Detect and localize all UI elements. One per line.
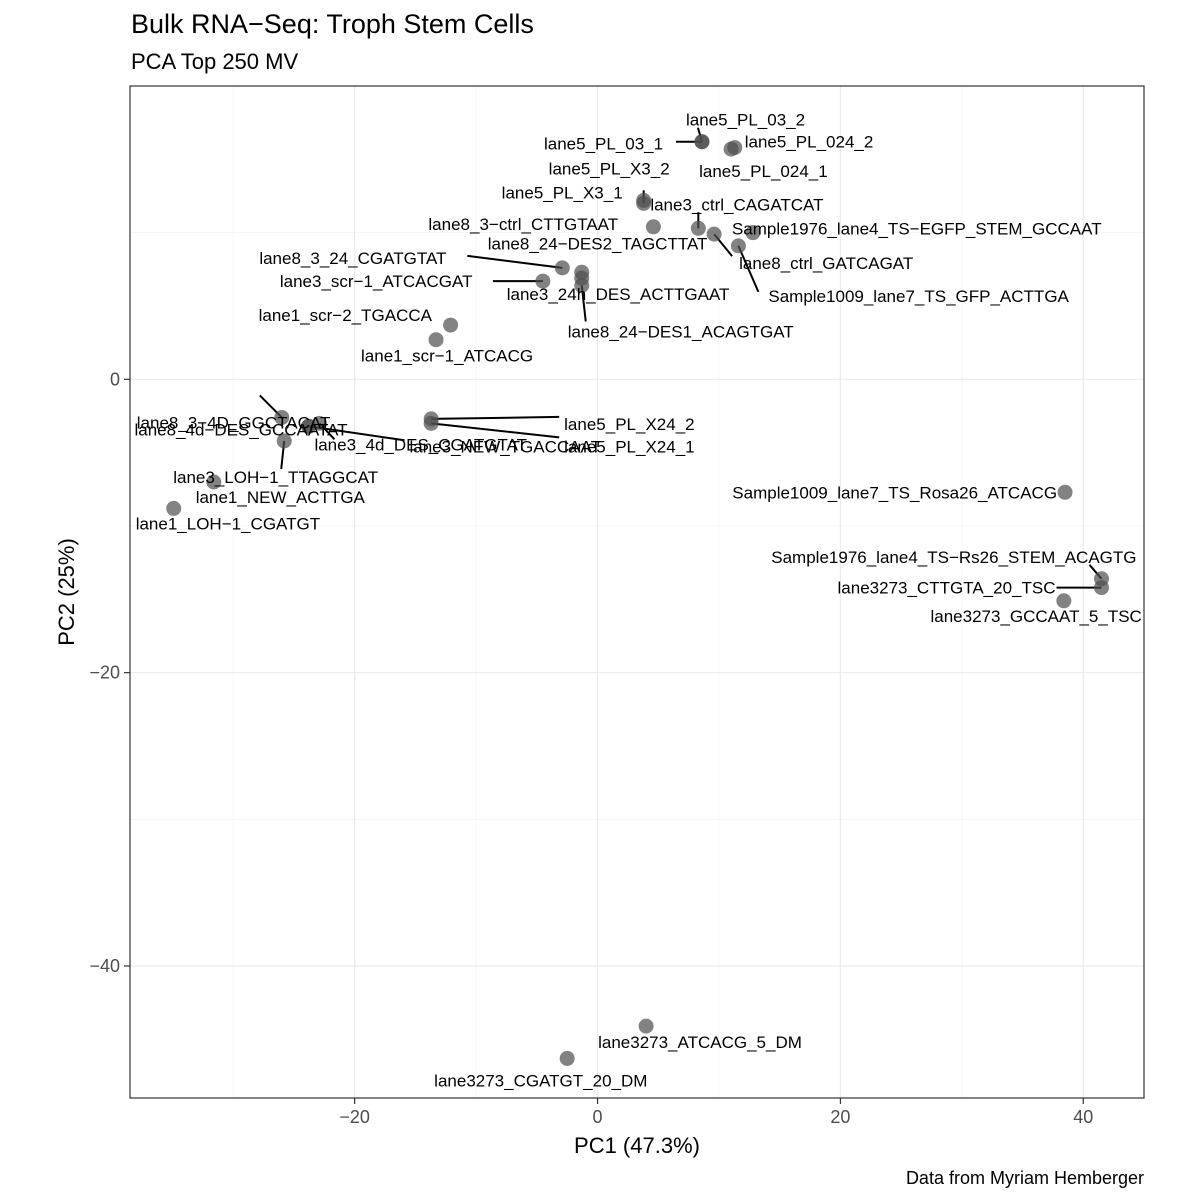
point-label: lane5_PL_03_1 — [544, 135, 663, 154]
point-label: lane3_scr−1_ATCACGAT — [280, 272, 473, 291]
point-label: lane5_PL_024_2 — [745, 133, 874, 152]
label-leader-line — [467, 254, 563, 269]
label-leader-line — [737, 245, 760, 293]
data-point — [274, 409, 290, 425]
point-label: lane5_PL_X3_2 — [549, 159, 670, 178]
y-tick-label: −20 — [89, 663, 120, 683]
chart-caption: Data from Myriam Hemberger — [906, 1168, 1144, 1188]
point-label: lane3273_CGATGT_20_DM — [434, 1071, 647, 1090]
data-point — [554, 260, 570, 276]
data-point — [690, 220, 706, 236]
data-point — [428, 332, 444, 348]
point-label: Sample1009_lane7_TS_GFP_ACTTGA — [768, 287, 1069, 306]
data-point — [559, 1050, 575, 1066]
x-tick-label: 0 — [593, 1107, 603, 1127]
data-point — [301, 418, 317, 434]
data-point — [443, 317, 459, 333]
data-point — [1093, 580, 1109, 596]
x-tick-label: −20 — [339, 1107, 370, 1127]
point-label: lane3_ctrl_CAGATCAT — [650, 195, 823, 214]
data-point — [706, 226, 722, 242]
point-label: lane5_PL_024_1 — [699, 162, 828, 181]
x-axis-ticks: −20 0 20 40 — [339, 1098, 1093, 1127]
point-label: lane3273_CTTGTA_20_TSC — [838, 579, 1056, 598]
point-label: lane1_NEW_ACTTGA — [196, 488, 366, 507]
point-label: lane3_LOH−1_TTAGGCAT — [173, 468, 378, 487]
point-label: Sample1976_lane4_TS−EGFP_STEM_GCCAAT — [732, 220, 1102, 239]
major-gridlines — [130, 86, 1144, 1098]
data-point — [574, 277, 590, 293]
point-label: lane3_NEW_TGACCAAT — [410, 437, 601, 456]
data-point — [1057, 484, 1073, 500]
minor-gridlines — [130, 86, 1144, 1098]
point-label: lane8_3_24_CGATGTAT — [259, 249, 446, 268]
chart-subtitle: PCA Top 250 MV — [131, 49, 298, 74]
data-point — [745, 225, 761, 241]
point-labels: lane5_PL_03_2 lane5_PL_03_1 lane5_PL_024_2… — [135, 111, 1142, 1091]
data-point — [423, 415, 439, 431]
point-label: Sample1976_lane4_TS−Rs26_STEM_ACAGTG — [771, 548, 1136, 567]
data-point — [638, 1018, 654, 1034]
x-tick-label: 20 — [830, 1107, 850, 1127]
chart-title: Bulk RNA−Seq: Troph Stem Cells — [131, 9, 534, 39]
data-point — [1056, 593, 1072, 609]
point-label: lane5_PL_X24_2 — [564, 415, 694, 434]
x-tick-label: 40 — [1073, 1107, 1093, 1127]
point-label: lane1_scr−2_TGACCA — [259, 306, 433, 325]
point-label: lane8_4d−DES_GCCAATAT — [135, 420, 348, 439]
point-label: lane3273_ATCACG_5_DM — [598, 1033, 802, 1052]
data-point — [730, 238, 746, 254]
point-label: lane3273_GCCAAT_5_TSC — [930, 607, 1141, 626]
data-point — [694, 134, 710, 150]
data-points — [166, 134, 1109, 1066]
point-label: lane5_PL_X24_1 — [564, 437, 694, 456]
y-tick-label: 0 — [110, 369, 120, 389]
point-label: lane8_24−DES2_TAGCTTAT — [488, 234, 708, 253]
point-label: lane8_ctrl_GATCAGAT — [739, 254, 913, 273]
point-label: lane1_LOH−1_CGATGT — [136, 514, 320, 533]
data-point — [206, 474, 222, 490]
y-axis-ticks: −40 −20 0 — [89, 369, 130, 976]
x-axis-title: PC1 (47.3%) — [574, 1133, 700, 1158]
point-label: lane3_4d_DES_CGATGTAT — [314, 435, 527, 454]
data-point — [645, 219, 661, 235]
data-point — [636, 192, 652, 208]
y-tick-label: −40 — [89, 956, 120, 976]
point-label: lane1_scr−1_ATCACG — [361, 347, 533, 366]
point-label: lane5_PL_03_2 — [686, 111, 805, 130]
point-label: lane3_24h_DES_ACTTGAAT — [507, 285, 730, 304]
data-point — [723, 141, 739, 157]
plot-panel-border — [129, 85, 1145, 1099]
data-point — [276, 433, 292, 449]
y-axis-title: PC2 (25%) — [54, 538, 79, 646]
label-leader-line — [431, 422, 560, 439]
data-point — [535, 273, 551, 289]
point-label: lane5_PL_X3_1 — [502, 183, 623, 202]
point-label: lane8_3−4D_GGCTACAT — [137, 413, 331, 432]
point-label: Sample1009_lane7_TS_Rosa26_ATCACG — [732, 483, 1057, 502]
label-leader-line — [431, 415, 560, 420]
point-label: lane8_3−ctrl_CTTGTAAT — [428, 215, 618, 234]
point-label: lane8_24−DES1_ACAGTGAT — [568, 322, 794, 341]
data-point — [166, 500, 182, 516]
